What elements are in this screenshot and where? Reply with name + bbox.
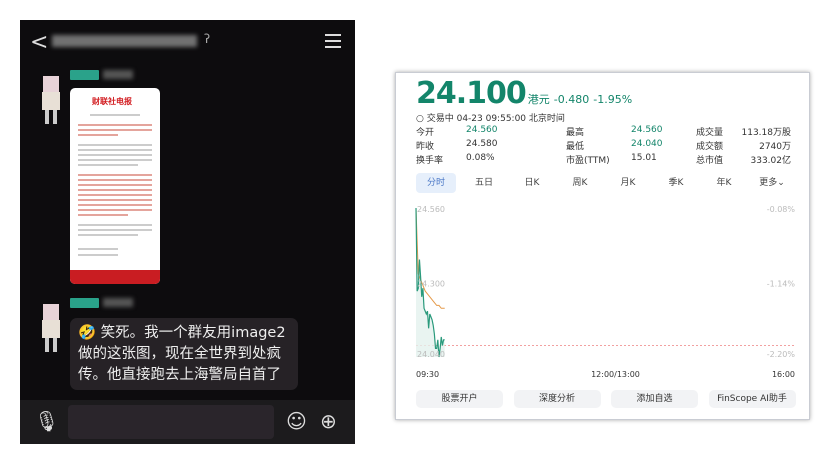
stat-value: 333.02亿: [750, 156, 792, 166]
price-area: [416, 208, 445, 357]
y-left-tick: 24.560: [417, 205, 445, 214]
stat-label: 昨收: [416, 142, 435, 152]
intraday-chart[interactable]: 24.560 24.300 24.040 -0.08% -1.14% -2.20% 09:3…: [396, 201, 811, 381]
microphone-icon[interactable]: 🎙︎: [34, 409, 60, 433]
back-icon[interactable]: <: [30, 30, 49, 55]
stat-value: 15.01: [631, 153, 657, 163]
stat-label: 最高: [566, 128, 585, 138]
emoji-icon[interactable]: ☺: [286, 409, 307, 433]
stat-value: 113.18万股: [741, 128, 792, 138]
stat-label: 成交额: [696, 142, 724, 152]
stat-value: 24.040: [631, 139, 663, 149]
price-line: [415, 207, 445, 358]
tab-1[interactable]: 五日: [474, 178, 493, 188]
y-right-tick: -2.20%: [767, 350, 796, 359]
member-tag: [70, 70, 99, 80]
stat-label: 总市值: [696, 156, 724, 166]
stat-value: 2740万: [759, 142, 791, 152]
stat-value: 24.560: [466, 125, 498, 135]
plus-icon[interactable]: ⊕: [320, 409, 337, 433]
tab-3[interactable]: 周K: [572, 178, 588, 188]
tab-5[interactable]: 季K: [668, 178, 684, 188]
trading-status: ○ 交易中 04-23 09:55:00 北京时间: [416, 111, 565, 124]
action-button-2[interactable]: 添加自选: [611, 390, 698, 408]
stock-quote-card: 24.100 港元 -0.480 -1.95% ○ 交易中 04-23 09:5…: [395, 72, 810, 420]
status-text: 交易中 04-23 09:55:00 北京时间: [426, 114, 565, 124]
ear-icon[interactable]: ʔ: [204, 32, 211, 46]
menu-icon[interactable]: [325, 34, 341, 52]
tab-7[interactable]: 更多⌄: [759, 178, 785, 188]
input-bar: 🎙︎ ☺ ⊕: [20, 400, 355, 444]
tab-4[interactable]: 月K: [620, 178, 636, 188]
stat-label: 今开: [416, 128, 435, 138]
y-left-tick: 24.040: [417, 350, 445, 359]
currency-unit: 港元: [527, 93, 550, 106]
news-image[interactable]: 财联社电报: [70, 88, 160, 284]
stat-label: 换手率: [416, 156, 444, 166]
change-percent: -1.95%: [593, 93, 633, 106]
y-right-tick: -0.08%: [767, 205, 796, 214]
sender-name-blurred: [103, 298, 133, 307]
tab-2[interactable]: 日K: [524, 178, 540, 188]
message-input[interactable]: [68, 405, 274, 439]
news-logo: 财联社电报: [92, 97, 132, 106]
stat-value: 24.560: [631, 125, 663, 135]
stat-label: 成交量: [696, 128, 724, 138]
change-value: -0.480: [553, 93, 590, 106]
stat-value: 0.08%: [466, 153, 495, 163]
action-button-3[interactable]: FinScope AI助手: [708, 390, 796, 408]
action-button-1[interactable]: 深度分析: [513, 390, 601, 408]
chat-window: < ʔ 财联社电报 🤣 笑死。我一个群友用image2做的这张图，现在全世界到处…: [20, 20, 355, 444]
period-tabs: 分时 五日 日K 周K 月K 季K 年K 更多⌄: [416, 173, 791, 193]
action-button-0[interactable]: 股票开户: [416, 390, 503, 408]
member-tag: [70, 298, 99, 308]
avatar[interactable]: [40, 76, 62, 126]
tab-0[interactable]: 分时: [416, 173, 456, 193]
x-tick: 09:30: [416, 370, 439, 379]
message-bubble[interactable]: 🤣 笑死。我一个群友用image2做的这张图，现在全世界到处疯传。他直接跑去上海…: [70, 318, 298, 390]
avatar[interactable]: [40, 304, 62, 354]
x-tick: 12:00/13:00: [591, 370, 640, 379]
y-right-tick: -1.14%: [767, 280, 796, 289]
price-header: 24.100 港元 -0.480 -1.95%: [416, 76, 632, 111]
y-left-tick: 24.300: [417, 280, 445, 289]
chat-title-blurred: [52, 35, 197, 47]
stat-label: 市盈(TTM): [566, 156, 610, 166]
sender-name-blurred: [103, 70, 133, 79]
stat-value: 24.580: [466, 139, 498, 149]
tab-6[interactable]: 年K: [716, 178, 732, 188]
x-tick: 16:00: [772, 370, 795, 379]
clock-icon: ○: [416, 114, 424, 124]
current-price: 24.100: [416, 76, 527, 111]
stat-label: 最低: [566, 142, 585, 152]
